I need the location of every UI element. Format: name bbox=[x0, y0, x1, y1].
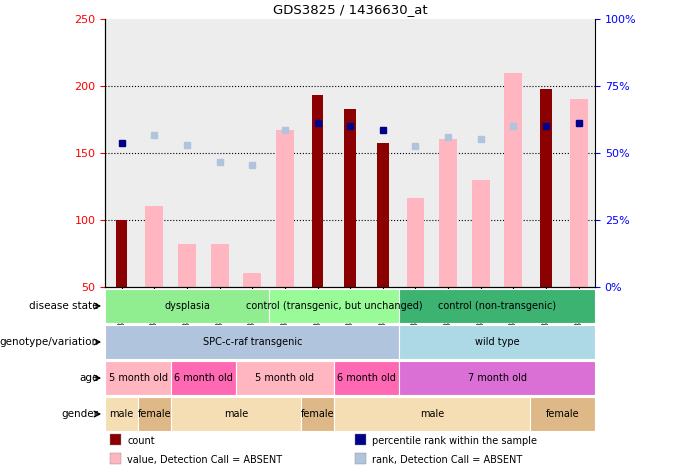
Bar bbox=[110, 453, 121, 465]
Text: female: female bbox=[545, 409, 579, 419]
Bar bbox=[236, 361, 334, 395]
Text: 6 month old: 6 month old bbox=[337, 373, 396, 383]
Bar bbox=[464, 19, 497, 287]
Bar bbox=[243, 273, 261, 287]
Text: rank, Detection Call = ABSENT: rank, Detection Call = ABSENT bbox=[372, 455, 522, 465]
Bar bbox=[541, 89, 551, 287]
Text: male: male bbox=[224, 409, 248, 419]
Bar bbox=[399, 19, 432, 287]
Bar bbox=[146, 207, 163, 287]
Text: disease state: disease state bbox=[29, 301, 99, 311]
Bar bbox=[138, 397, 171, 431]
Text: male: male bbox=[109, 409, 134, 419]
Bar bbox=[530, 397, 595, 431]
Text: control (transgenic, but unchanged): control (transgenic, but unchanged) bbox=[245, 301, 422, 311]
Bar bbox=[203, 19, 236, 287]
Text: 7 month old: 7 month old bbox=[468, 373, 526, 383]
Bar bbox=[116, 220, 127, 287]
Text: count: count bbox=[127, 436, 155, 446]
Bar bbox=[105, 19, 138, 287]
Bar bbox=[399, 361, 595, 395]
Text: dysplasia: dysplasia bbox=[164, 301, 210, 311]
Bar bbox=[345, 109, 356, 287]
Text: percentile rank within the sample: percentile rank within the sample bbox=[372, 436, 537, 446]
Text: control (non-transgenic): control (non-transgenic) bbox=[438, 301, 556, 311]
Bar bbox=[355, 434, 366, 446]
Bar bbox=[334, 397, 530, 431]
Bar bbox=[105, 289, 269, 323]
Title: GDS3825 / 1436630_at: GDS3825 / 1436630_at bbox=[273, 3, 428, 17]
Bar bbox=[276, 130, 294, 287]
Bar bbox=[171, 397, 301, 431]
Bar bbox=[110, 434, 121, 446]
Bar bbox=[105, 361, 171, 395]
Text: 6 month old: 6 month old bbox=[174, 373, 233, 383]
Bar bbox=[301, 397, 334, 431]
Bar bbox=[505, 73, 522, 287]
Bar bbox=[399, 289, 595, 323]
Bar bbox=[171, 19, 203, 287]
Bar bbox=[334, 19, 367, 287]
Bar bbox=[367, 19, 399, 287]
Text: value, Detection Call = ABSENT: value, Detection Call = ABSENT bbox=[127, 455, 283, 465]
Text: wild type: wild type bbox=[475, 337, 520, 347]
Text: female: female bbox=[301, 409, 335, 419]
Bar bbox=[334, 361, 399, 395]
Bar bbox=[497, 19, 530, 287]
Text: age: age bbox=[80, 373, 99, 383]
Text: 5 month old: 5 month old bbox=[256, 373, 314, 383]
Bar bbox=[570, 100, 588, 287]
Bar bbox=[211, 244, 228, 287]
Bar bbox=[236, 19, 269, 287]
Bar bbox=[355, 453, 366, 465]
Bar bbox=[171, 361, 236, 395]
Bar bbox=[178, 244, 196, 287]
Text: gender: gender bbox=[62, 409, 99, 419]
Bar bbox=[530, 19, 562, 287]
Text: male: male bbox=[420, 409, 444, 419]
Bar bbox=[377, 144, 388, 287]
Bar bbox=[562, 19, 595, 287]
Bar bbox=[138, 19, 171, 287]
Bar bbox=[269, 19, 301, 287]
Text: genotype/variation: genotype/variation bbox=[0, 337, 99, 347]
Text: female: female bbox=[137, 409, 171, 419]
Bar bbox=[301, 19, 334, 287]
Bar bbox=[407, 199, 424, 287]
Bar bbox=[269, 289, 399, 323]
Bar bbox=[472, 180, 490, 287]
Text: 5 month old: 5 month old bbox=[109, 373, 167, 383]
Bar bbox=[312, 95, 323, 287]
Bar bbox=[105, 397, 138, 431]
Bar bbox=[432, 19, 464, 287]
Text: SPC-c-raf transgenic: SPC-c-raf transgenic bbox=[203, 337, 302, 347]
Bar bbox=[399, 325, 595, 359]
Bar bbox=[105, 325, 399, 359]
Bar bbox=[439, 139, 457, 287]
